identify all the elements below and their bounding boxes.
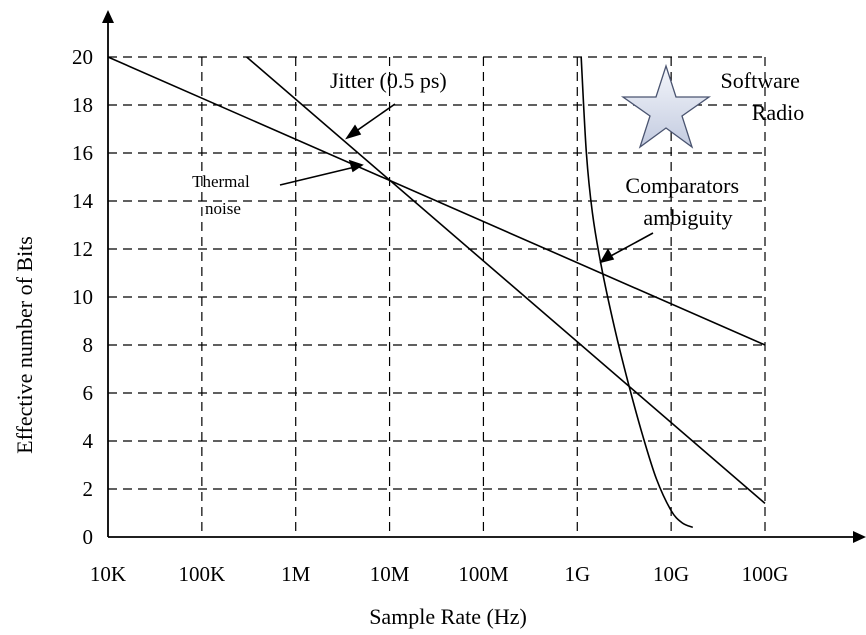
jitter-arrowhead (345, 124, 362, 140)
y-axis-title: Effective number of Bits (12, 236, 37, 454)
y-tick-label-8: 8 (83, 333, 94, 357)
x-tick-label-1G: 1G (564, 562, 590, 586)
y-tick-label-12: 12 (72, 237, 93, 261)
x-tick-label-1M: 1M (281, 562, 311, 586)
thermal-arrowhead (348, 159, 364, 173)
comparators-series-line (580, 56, 694, 529)
software-radio-annotation-label: Software Radio (721, 68, 806, 125)
comparators-annotation-label: Comparators ambiguity (625, 173, 744, 230)
software-radio-star-icon (620, 63, 712, 149)
y-tick-label-20: 20 (72, 45, 93, 69)
y-tick-label-2: 2 (83, 477, 94, 501)
tick-labels: 0 2 4 6 8 10 12 14 16 18 20 10K 100K 1M 10M 100M 1G 10G 10… (72, 45, 788, 586)
x-tick-label-10G: 10G (653, 562, 689, 586)
axes (102, 10, 866, 543)
x-tick-label-100K: 100K (179, 562, 226, 586)
x-tick-label-100M: 100M (458, 562, 509, 586)
y-tick-label-4: 4 (83, 429, 94, 453)
comparators-annotation-line-1: Comparators (625, 173, 739, 198)
thermal-arrow (279, 166, 356, 186)
y-tick-label-10: 10 (72, 285, 93, 309)
x-tick-label-100G: 100G (742, 562, 789, 586)
x-axis-title: Sample Rate (Hz) (369, 604, 527, 629)
x-tick-label-10K: 10K (90, 562, 126, 586)
comparators-arrow (606, 232, 654, 259)
y-tick-label-14: 14 (72, 189, 94, 213)
comparators-arrowhead (599, 248, 615, 264)
y-axis-arrowhead (102, 10, 114, 23)
software-radio-line-2: Radio (752, 100, 805, 125)
thermal-annotation-label: Thermal noise (192, 172, 254, 218)
y-tick-label-18: 18 (72, 93, 93, 117)
software-radio-line-1: Software (721, 68, 800, 93)
x-tick-label-10M: 10M (370, 562, 410, 586)
jitter-annotation-label: Jitter (0.5 ps) (330, 68, 447, 93)
thermal-annotation-line-1: Thermal (192, 172, 250, 191)
y-tick-label-0: 0 (83, 525, 94, 549)
comparators-annotation-line-2: ambiguity (643, 205, 732, 230)
x-axis-arrowhead (853, 531, 866, 543)
thermal-series-line (107, 56, 766, 346)
y-tick-label-16: 16 (72, 141, 93, 165)
jitter-arrow (351, 103, 396, 135)
annotation-arrows (279, 103, 654, 264)
series-lines (107, 56, 766, 529)
thermal-annotation-line-2: noise (205, 199, 241, 218)
y-tick-label-6: 6 (83, 381, 94, 405)
jitter-series-line (246, 56, 766, 505)
